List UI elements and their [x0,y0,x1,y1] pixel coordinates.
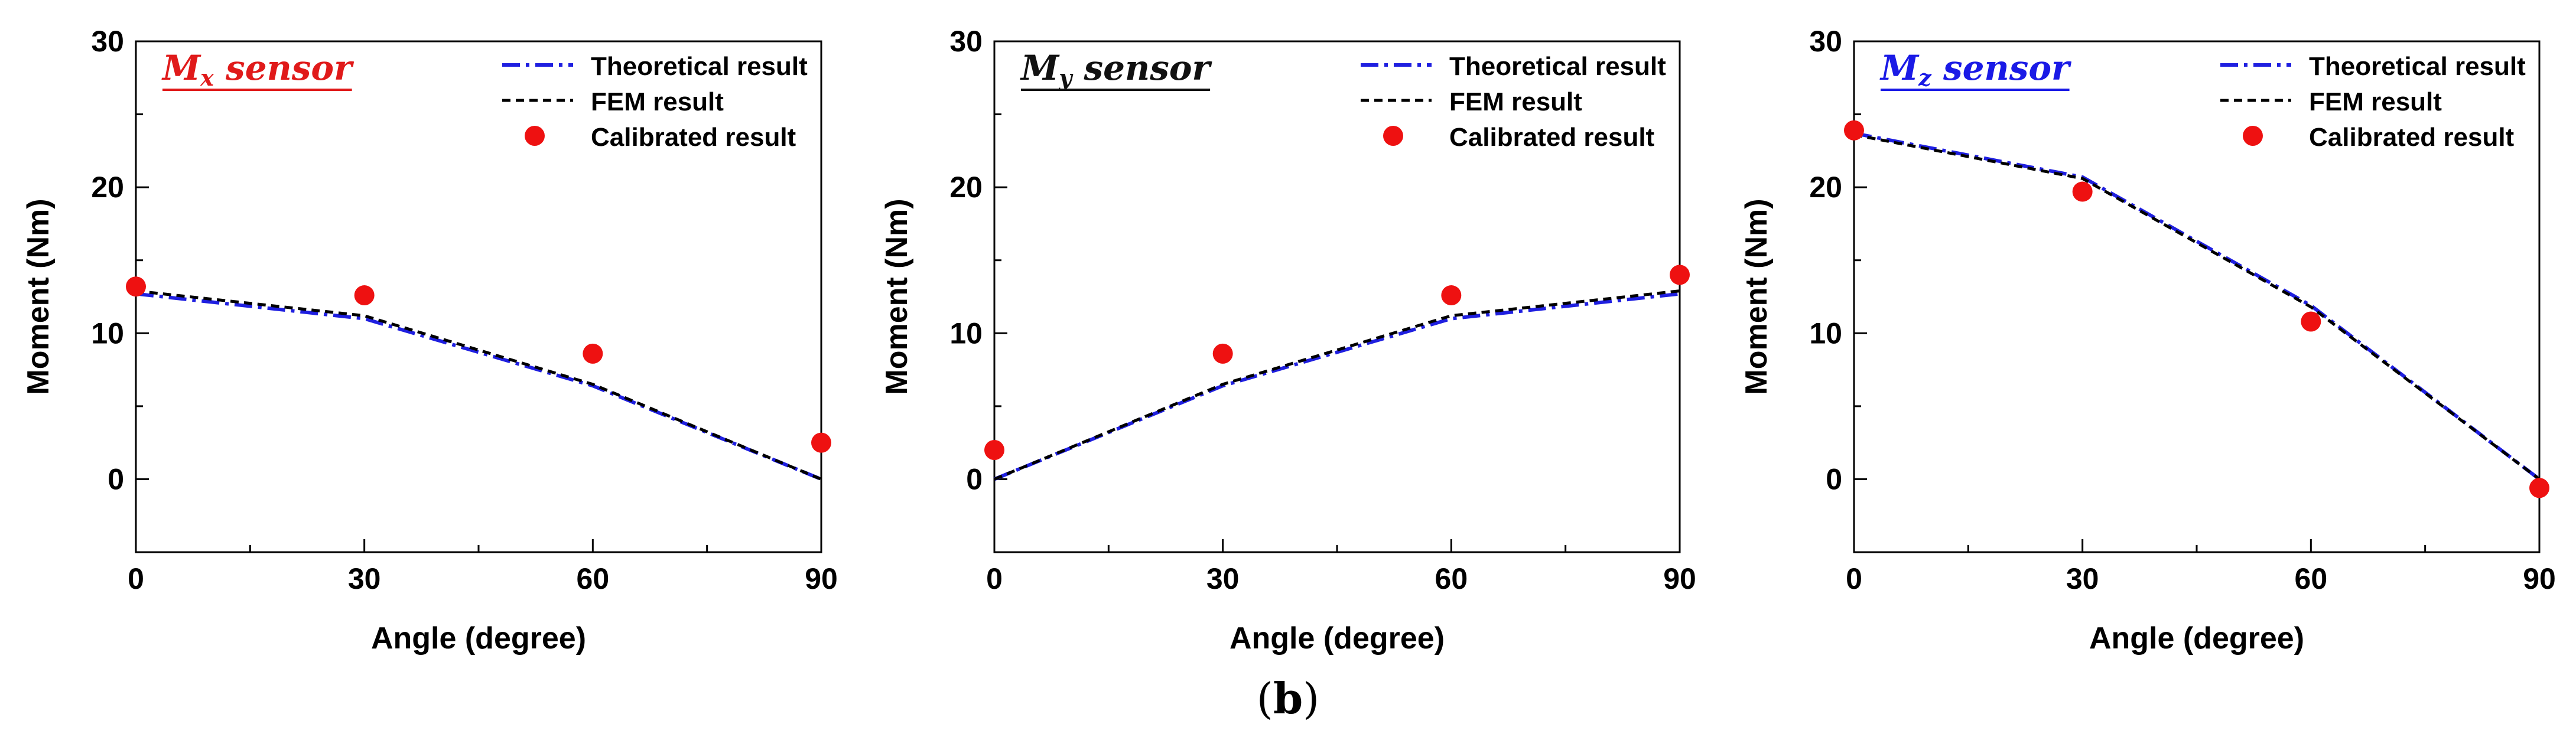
x-tick-label: 90 [1663,562,1696,595]
y-tick-label: 10 [1809,317,1842,350]
calibrated-point [984,440,1004,460]
calibrated-point [354,285,375,306]
panel-title-subscript: z [1918,64,1932,91]
calibrated-point [2529,478,2549,498]
fem-line [994,289,1680,481]
panel-title-rest: sensor [1931,48,2072,88]
x-tick-label: 60 [577,562,610,595]
panel-title-rest: sensor [214,48,354,88]
y-tick-label: 20 [1809,171,1842,204]
chart-panel-2: 0 10 20 30 0 30 60 90 Angle (degree) Moment (Nm) M… [880,25,1696,656]
legend-label: Calibrated result [2309,123,2515,152]
calibrated-point [1844,120,1864,141]
calibrated-point [1212,343,1233,364]
x-tick-label: 0 [1846,562,1862,595]
y-axis-label: Moment (Nm) [21,198,56,394]
plot-frame [135,40,822,553]
legend-label: Theoretical result [1449,52,1666,81]
y-tick-label: 0 [1826,462,1842,495]
theoretical-line [993,292,1680,481]
x-tick-label: 90 [2523,562,2556,595]
y-tick-label: 0 [966,462,983,495]
y-tick-label: 20 [949,171,983,204]
x-tick-label: 0 [986,562,1003,595]
legend-label: FEM result [2309,87,2442,116]
calibrated-point [811,432,831,453]
legend-marker [1383,126,1403,146]
x-tick-label: 60 [2295,562,2328,595]
y-tick-label: 20 [91,171,124,204]
y-tick-label: 30 [91,25,124,58]
x-tick-label: 30 [1206,562,1240,595]
legend-label: FEM result [1449,87,1582,116]
calibrated-point [2301,311,2321,332]
calibrated-point [1670,265,1690,285]
legend-label: Calibrated result [1449,123,1655,152]
panel-title-main: M [161,48,201,88]
x-tick-label: 90 [805,562,838,595]
panel-title-rest: sensor [1072,48,1212,88]
figure-caption: (b) [1256,673,1320,723]
calibrated-point [583,343,603,364]
legend-label: FEM result [591,87,724,116]
legend-label: Calibrated result [591,123,796,152]
theoretical-line [135,292,822,481]
legend-label: Theoretical result [2309,52,2526,81]
x-axis-label: Angle (degree) [371,621,586,656]
y-tick-label: 30 [949,25,983,58]
x-tick-label: 60 [1435,562,1468,595]
y-axis-label: Moment (Nm) [880,198,914,394]
plot-frame [993,40,1681,553]
fem-line [1853,133,2541,481]
x-tick-label: 30 [348,562,381,595]
calibrated-point [2072,181,2093,202]
panel-title: My sensor [1020,48,1213,91]
x-tick-label: 0 [128,562,144,595]
theoretical-line [1853,131,2541,481]
y-tick-label: 10 [949,317,983,350]
panel-title-subscript: x [200,64,214,91]
panel-title-main: M [1020,48,1060,88]
y-axis-label: Moment (Nm) [1739,198,1774,394]
panel-title-main: M [1879,48,1920,88]
fem-line [135,289,822,481]
x-axis-label: Angle (degree) [2089,621,2304,656]
y-tick-label: 0 [108,462,124,495]
y-tick-label: 30 [1809,25,1842,58]
panel-title: Mz sensor [1879,48,2072,91]
y-tick-label: 10 [91,317,124,350]
legend-marker [525,126,545,146]
legend-marker [2243,126,2263,146]
chart-panel-3: 0 10 20 30 0 30 60 90 Angle (degree) Moment (Nm) M… [1739,25,2556,656]
legend-label: Theoretical result [591,52,808,81]
chart-panel-1: 0 10 20 30 0 30 60 90 Angle (degree) Moment (Nm) M… [21,25,838,656]
x-axis-label: Angle (degree) [1230,621,1445,656]
panel-title: Mx sensor [161,48,354,91]
figure-label: b [1273,673,1303,723]
calibrated-point [1441,285,1462,306]
x-tick-label: 30 [2066,562,2099,595]
panel-title-subscript: y [1058,64,1074,91]
plot-frame [1853,40,2541,553]
calibrated-point [126,276,146,297]
